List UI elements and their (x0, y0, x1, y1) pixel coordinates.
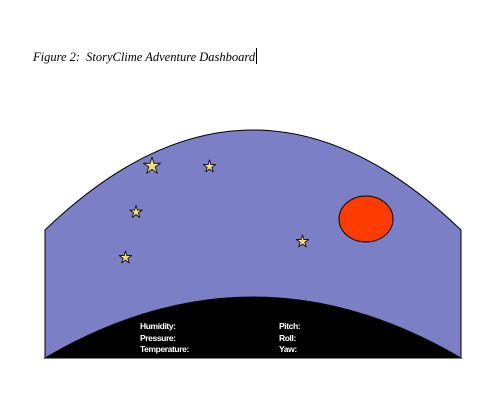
pressure-label: Pressure: (140, 332, 176, 343)
figure-title: StoryClime Adventure Dashboard (86, 50, 256, 64)
sun-icon (338, 195, 394, 243)
star-icon (202, 159, 217, 173)
star-icon (295, 234, 310, 248)
text-cursor (256, 48, 258, 64)
environment-readout: Humidity: Pressure: Temperature: (140, 321, 189, 356)
figure-caption: Figure 2: StoryClime Adventure Dashboard (33, 48, 258, 65)
temperature-label: Temperature: (140, 344, 189, 354)
sky-dome (44, 129, 462, 359)
pitch-label: Pitch: (279, 321, 301, 331)
star-icon (118, 250, 133, 264)
humidity-label: Humidity: (140, 321, 176, 331)
star-icon (129, 205, 143, 218)
orientation-readout: Pitch: Roll: Yaw: (279, 321, 301, 356)
ground-horizon (43, 296, 463, 359)
roll-label: Roll: (279, 332, 296, 343)
figure-label: Figure 2: (33, 50, 81, 64)
star-icon (142, 156, 162, 174)
yaw-label: Yaw: (279, 344, 297, 354)
